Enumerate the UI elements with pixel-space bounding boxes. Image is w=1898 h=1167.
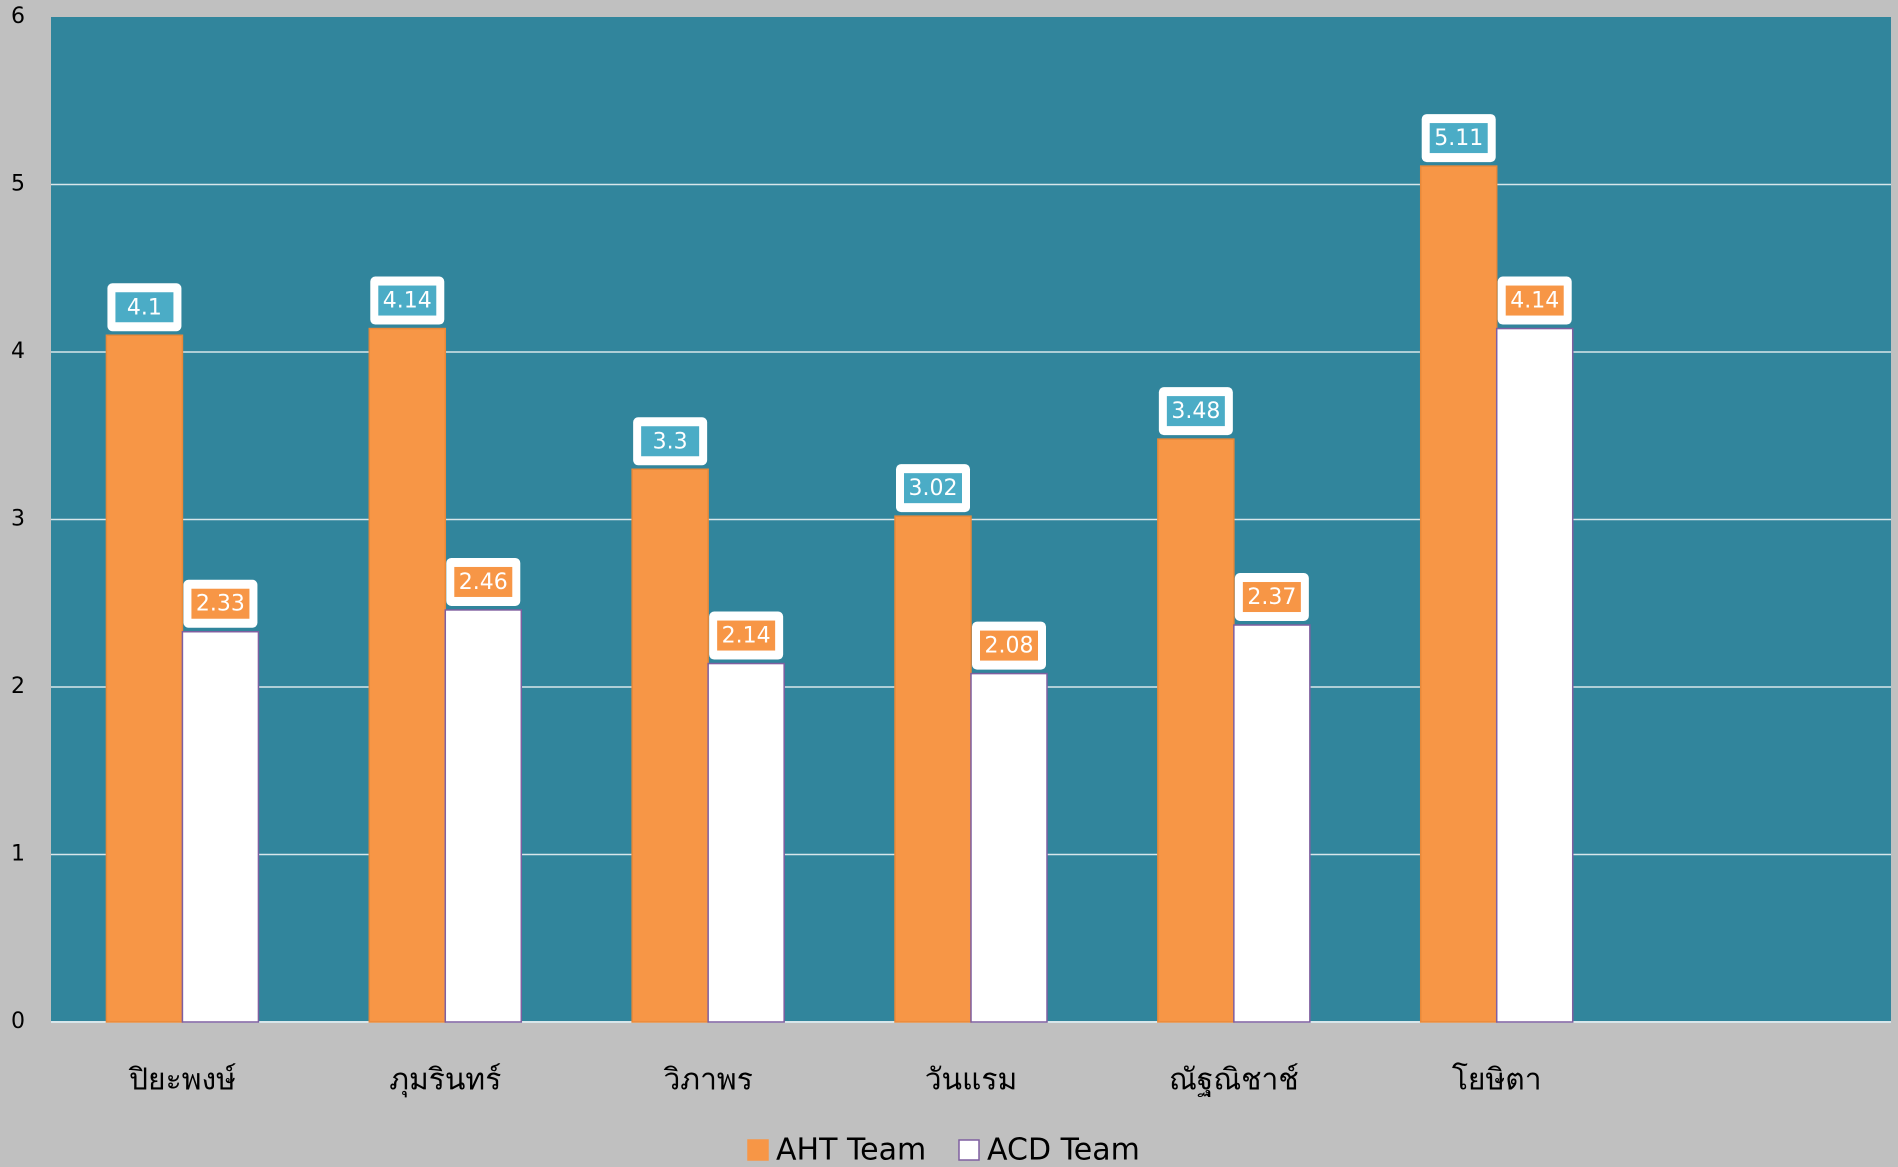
legend-label: AHT Team [776,1133,926,1167]
y-tick-label: 4 [11,339,25,364]
bar [368,327,447,1023]
y-tick-label: 3 [11,507,25,532]
bar [1495,327,1574,1023]
data-label-inner [1242,582,1301,613]
data-label-inner [454,566,513,597]
data-label: 4.14 [383,289,432,314]
legend-swatch [747,1139,769,1161]
legend-label: ACD Team [987,1133,1140,1167]
y-tick-label: 6 [11,4,25,29]
data-label-inner [1429,123,1488,154]
data-label: 4.1 [127,295,162,320]
data-label: 2.14 [722,624,771,649]
y-tick-label: 2 [11,674,25,699]
bar [707,662,785,1023]
y-tick-label: 1 [11,842,25,867]
bar [894,515,972,1023]
data-label-inner [1166,396,1225,427]
data-label: 2.08 [985,634,1034,659]
data-label-inner [191,588,250,619]
data-label: 2.33 [196,592,245,617]
bar [105,334,184,1023]
bar [1157,438,1235,1023]
x-tick-label: ปิยะพงษ์ [128,1063,236,1098]
data-label-inner [904,473,962,504]
bar [444,609,523,1023]
x-tick-label: วันแรม [925,1063,1018,1098]
data-label: 2.37 [1247,585,1296,610]
x-tick-label: ภุมรินทร์ [389,1063,501,1099]
data-label-inner [641,426,700,457]
bar [181,630,260,1023]
data-label: 3.48 [1171,399,1220,424]
bar [1419,165,1498,1023]
data-label: 3.02 [909,476,958,501]
bar [970,672,1048,1023]
x-tick-label: วิภาพร [663,1063,753,1098]
data-label-inner [980,630,1038,661]
data-label-inner [1505,285,1564,316]
data-label: 3.3 [653,429,688,454]
legend-swatch [958,1139,980,1161]
data-label: 5.11 [1434,126,1483,151]
bar [631,468,709,1023]
data-label: 2.46 [459,570,508,595]
data-label-inner [378,285,437,316]
data-label-inner [717,620,776,651]
x-tick-label: ณัฐณิชาช์ [1169,1063,1299,1098]
data-label-inner [115,292,174,323]
y-tick-label: 0 [11,1009,25,1034]
bar [1233,624,1311,1023]
x-tick-label: โยษิตา [1452,1062,1542,1098]
data-label: 4.14 [1510,289,1559,314]
y-tick-label: 5 [11,172,25,197]
